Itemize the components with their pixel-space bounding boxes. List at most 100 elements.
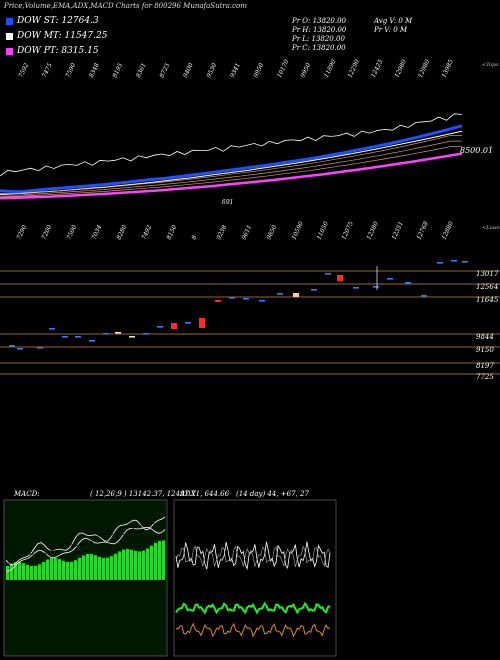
candle bbox=[293, 293, 299, 297]
macd-bar bbox=[38, 564, 42, 580]
macd-bar bbox=[58, 559, 62, 580]
legend-dow-pt: DOW PT: 8315.15 bbox=[6, 46, 99, 56]
macd-line bbox=[5, 516, 166, 566]
candle bbox=[437, 262, 443, 264]
legend-label-pt: DOW PT: 8315.15 bbox=[17, 46, 99, 56]
top-label: 7590 bbox=[64, 62, 77, 79]
legend-swatch-mt bbox=[6, 32, 13, 40]
candle bbox=[9, 345, 15, 347]
top-label: 12980 bbox=[393, 58, 407, 78]
price-open: Pr O: 13820.00 bbox=[292, 17, 347, 25]
macd-bar bbox=[134, 550, 138, 580]
adx-di-line bbox=[175, 622, 331, 638]
top-label: 12290 bbox=[346, 58, 360, 78]
legend-dow-st: DOW ST: 12764.3 bbox=[6, 16, 99, 26]
bottom-label: 10590 bbox=[290, 220, 304, 240]
adx-lines bbox=[175, 541, 331, 638]
candle bbox=[259, 300, 265, 302]
price-level-tick: 13017 bbox=[476, 270, 499, 278]
ma-line bbox=[0, 135, 462, 195]
macd-bar bbox=[154, 542, 158, 580]
macd-bar bbox=[42, 561, 46, 580]
ema-value-label: 8500.01 bbox=[460, 146, 493, 155]
price-close: Pr C: 13820.00 bbox=[292, 44, 346, 52]
macd-bar bbox=[34, 565, 38, 580]
legend-label-mt: DOW MT: 11547.25 bbox=[17, 31, 108, 41]
macd-bar bbox=[30, 565, 34, 580]
top-label: 10170 bbox=[276, 58, 290, 78]
top-label: 7592 bbox=[17, 62, 30, 79]
bottom-label: 8280 bbox=[115, 224, 128, 241]
top-label: 12980 bbox=[417, 58, 431, 78]
bottom-label: 12075 bbox=[340, 220, 354, 240]
macd-bar bbox=[66, 561, 70, 580]
legend-dow-mt: DOW MT: 11547.25 bbox=[6, 31, 107, 41]
price-low: Pr L: 13820.00 bbox=[292, 35, 345, 43]
macd-bar bbox=[78, 557, 82, 580]
avg-volume: Avg V: 0 M bbox=[374, 17, 413, 25]
candle bbox=[129, 336, 135, 338]
candle bbox=[405, 282, 411, 284]
candle bbox=[89, 340, 95, 342]
macd-bar bbox=[86, 554, 90, 580]
candle bbox=[103, 333, 109, 335]
top-label-group: 7592 7475 7590 8348 8195 8361 8725 9400 9530 9341… bbox=[17, 58, 454, 78]
top-label: 12425 bbox=[370, 58, 384, 78]
macd-bar bbox=[138, 551, 142, 580]
macd-bar bbox=[14, 562, 18, 580]
macd-bar bbox=[10, 563, 14, 580]
bottom-label: 7492 bbox=[140, 224, 153, 241]
bottom-label: 9238 bbox=[215, 224, 228, 241]
adx-minus-line bbox=[175, 545, 331, 568]
macd-bar bbox=[50, 558, 54, 580]
macd-label: MACD: bbox=[14, 490, 40, 498]
top-label: 9341 bbox=[229, 62, 242, 79]
chart-title: Price,Volume,EMA,ADX,MACD Charts for 800… bbox=[4, 2, 247, 10]
macd-bar bbox=[46, 559, 50, 580]
macd-diff-line bbox=[5, 522, 166, 566]
adx-panel bbox=[173, 499, 337, 657]
candle bbox=[243, 298, 249, 300]
bottom-label: 8 bbox=[190, 234, 198, 241]
price-level-tick: 7725 bbox=[476, 373, 494, 381]
adx-line bbox=[175, 601, 331, 615]
candle bbox=[337, 275, 343, 281]
bottom-label: 12351 bbox=[390, 221, 404, 241]
candle bbox=[62, 336, 68, 338]
top-label: 9950 bbox=[299, 62, 312, 79]
ma-line bbox=[0, 140, 462, 196]
candle bbox=[277, 293, 283, 295]
bottom-label: 7034 bbox=[90, 224, 103, 241]
macd-signal-line bbox=[5, 526, 166, 572]
macd-bar bbox=[146, 548, 150, 580]
macd-bar bbox=[90, 554, 94, 580]
candle bbox=[215, 300, 221, 302]
bottom-right-label: <Lowo bbox=[482, 225, 500, 231]
candle bbox=[325, 273, 331, 275]
candle bbox=[462, 261, 468, 263]
ema-series-line bbox=[0, 152, 463, 200]
price-level-tick: 12564 bbox=[476, 283, 498, 291]
macd-bar bbox=[98, 556, 102, 580]
bottom-label: 7500 bbox=[65, 224, 78, 241]
ema-mid-label: 691 bbox=[222, 199, 233, 206]
macd-bar bbox=[82, 555, 86, 580]
candle bbox=[75, 336, 81, 338]
top-label: 8195 bbox=[111, 62, 124, 79]
macd-bar bbox=[18, 562, 22, 580]
macd-bar bbox=[118, 551, 122, 580]
candle bbox=[451, 260, 457, 262]
legend-swatch-st bbox=[6, 17, 13, 25]
macd-bar bbox=[74, 560, 78, 580]
bottom-label: 12880 bbox=[440, 220, 454, 240]
price-level-tick: 9844 bbox=[476, 333, 494, 341]
top-label: 13985 bbox=[440, 58, 454, 78]
bottom-label: 7290 bbox=[15, 224, 28, 241]
top-label: 9400 bbox=[182, 62, 195, 79]
macd-bar bbox=[54, 558, 58, 580]
macd-bar bbox=[122, 549, 126, 580]
macd-bar bbox=[62, 560, 66, 580]
candle bbox=[37, 347, 43, 349]
ema-lines bbox=[0, 113, 463, 200]
bottom-label: 9611 bbox=[240, 224, 253, 241]
